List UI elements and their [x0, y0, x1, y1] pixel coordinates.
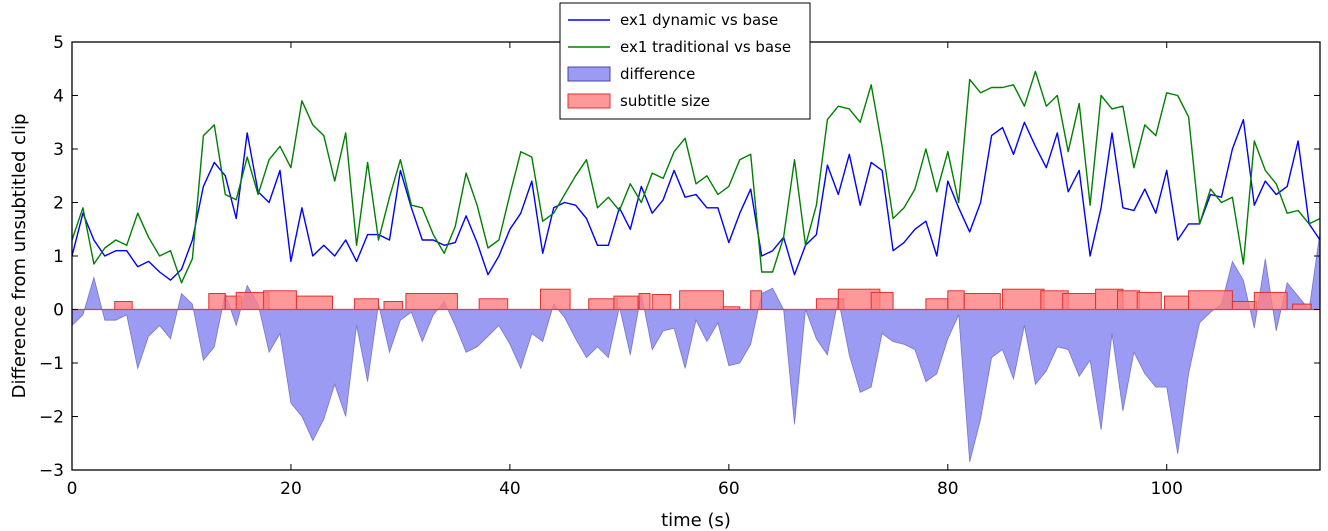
subtitle-bar: [1002, 288, 1045, 311]
tick-layer: 0 20 40 60 80 100 −3 −2 −1 0 1 2 3 4 5: [39, 33, 1320, 499]
subtitle-bar: [588, 298, 618, 310]
x-tick-label: 100: [1151, 479, 1183, 499]
y-tick-label: 4: [53, 87, 64, 107]
subtitle-bar: [638, 293, 651, 310]
traditional-series-line: [71, 70, 1321, 284]
subtitle-bar: [383, 301, 404, 310]
y-tick-label: 0: [53, 301, 64, 321]
subtitle-bar: [1062, 293, 1096, 310]
subtitle-bar: [405, 293, 458, 310]
dynamic-series-line: [71, 118, 1321, 281]
x-tick-label: 40: [499, 479, 521, 499]
x-tick-label: 60: [718, 479, 740, 499]
subtitle-bar: [870, 291, 894, 310]
subtitle-bar: [1164, 295, 1190, 311]
legend-label-dynamic: ex1 dynamic vs base: [620, 11, 778, 29]
subtitle-bar: [295, 295, 333, 311]
difference-area: [71, 231, 1321, 463]
x-tick-label: 20: [280, 479, 302, 499]
subtitle-bar: [947, 290, 965, 310]
x-axis-label: time (s): [661, 510, 731, 531]
y-tick-label: −2: [39, 408, 64, 428]
legend-swatch-difference: [567, 66, 611, 82]
subtitle-bar: [679, 290, 724, 310]
subtitle-bar: [353, 298, 379, 310]
subtitle-bar: [651, 294, 672, 310]
y-tick-label: 5: [53, 33, 64, 53]
line-layer: [71, 70, 1321, 284]
subtitle-bars-layer: [114, 288, 1312, 311]
legend-label-subtitle-size: subtitle size: [620, 92, 710, 110]
subtitle-bar: [925, 298, 949, 310]
area-layer: [71, 231, 1321, 463]
y-tick-label: −3: [39, 461, 64, 481]
subtitle-bar: [1136, 291, 1162, 310]
legend: ex1 dynamic vs base ex1 traditional vs b…: [559, 2, 811, 120]
subtitle-bar: [1231, 301, 1258, 310]
subtitle-bar: [478, 298, 509, 310]
legend-label-difference: difference: [620, 65, 695, 83]
y-tick-label: −1: [39, 354, 64, 374]
subtitle-bar: [263, 290, 297, 310]
subtitle-bar: [963, 293, 1001, 310]
y-tick-label: 2: [53, 194, 64, 214]
legend-swatch-subtitle-size: [567, 93, 611, 109]
subtitle-bar: [1292, 303, 1312, 311]
subtitle-bar: [540, 288, 571, 311]
subtitle-bar: [1253, 291, 1288, 310]
subtitle-bar: [613, 295, 639, 311]
y-tick-label: 1: [53, 247, 64, 267]
subtitle-bar: [208, 293, 226, 310]
legend-label-traditional: ex1 traditional vs base: [620, 38, 791, 56]
subtitle-bar: [1117, 290, 1140, 310]
subtitle-bar: [114, 301, 133, 310]
y-tick-label: 3: [53, 140, 64, 160]
y-axis-label: Difference from unsubtitled clip: [9, 114, 30, 399]
x-tick-label: 80: [937, 479, 959, 499]
subtitle-bar: [1188, 290, 1233, 310]
subtitle-bar: [750, 290, 763, 310]
x-tick-label: 0: [67, 479, 78, 499]
